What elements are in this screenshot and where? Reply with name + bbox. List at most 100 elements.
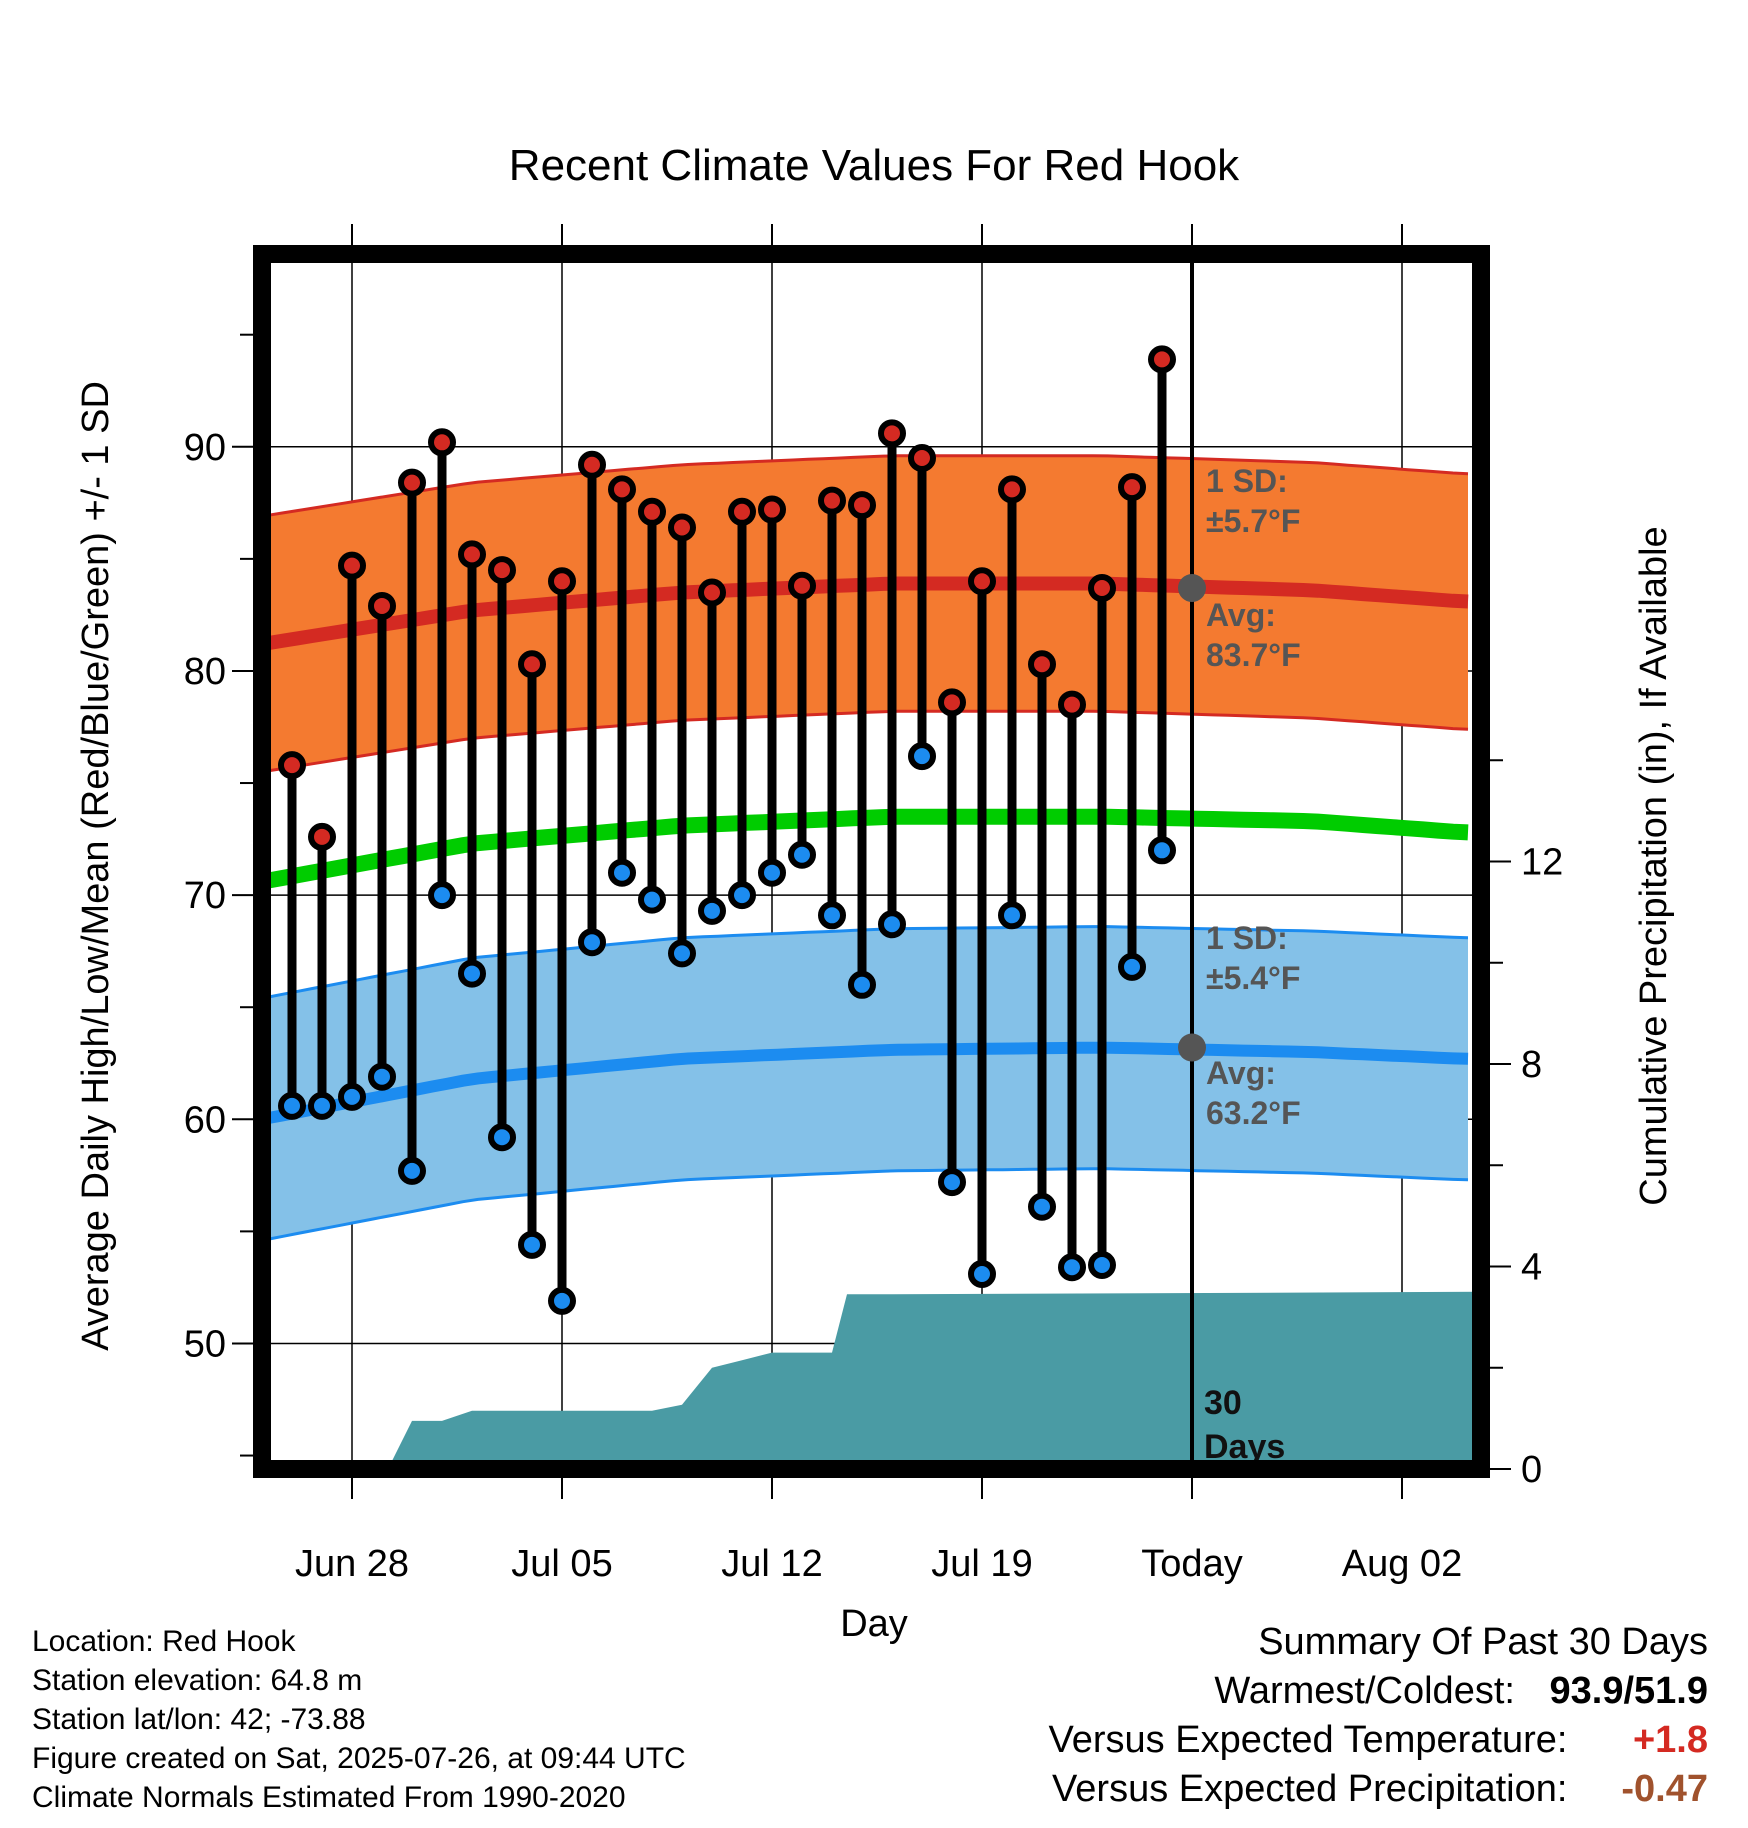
days-unit-label: Days <box>1204 1428 1285 1466</box>
warm-cold-label: Warmest/Coldest: <box>1214 1670 1515 1712</box>
daily-low-point <box>458 959 486 988</box>
daily-low-point <box>1058 1253 1086 1282</box>
x-tick-label: Jul 19 <box>931 1543 1032 1585</box>
daily-low-point <box>338 1082 366 1111</box>
daily-low-point <box>998 901 1026 930</box>
plot-area: 1 SD: ±5.7°F Avg: 83.7°F 1 SD: ±5.4°F Avg: 63.2… <box>262 254 1481 1469</box>
daily-high-point <box>758 495 786 524</box>
daily-low-point <box>1088 1251 1116 1280</box>
daily-high-point <box>548 567 576 596</box>
daily-high-point <box>368 591 396 620</box>
daily-high-point <box>278 751 306 780</box>
x-tick-label: Today <box>1141 1543 1242 1585</box>
location-text: Location: Red Hook <box>32 1625 296 1658</box>
summary-title: Summary Of Past 30 Days <box>1258 1621 1708 1663</box>
daily-high-point <box>728 497 756 526</box>
daily-low-point <box>968 1259 996 1288</box>
daily-high-point <box>638 497 666 526</box>
daily-high-point <box>788 571 816 600</box>
days-count-label: 30 <box>1204 1384 1242 1422</box>
daily-high-point <box>818 486 846 515</box>
daily-low-point <box>1118 952 1146 981</box>
y2-tick-label: 0 <box>1521 1449 1542 1491</box>
axes: 50 60 70 80 90 0 4 8 12 Jun 28 Jul 05 Jul 12 Jul 19 T… <box>184 224 1563 1585</box>
daily-low-point <box>518 1230 546 1259</box>
daily-low-point <box>728 881 756 910</box>
daily-low-point <box>308 1091 336 1120</box>
elevation-text: Station elevation: 64.8 m <box>32 1664 363 1697</box>
daily-low-point <box>1148 836 1176 865</box>
y-axis-label: Average Daily High/Low/Mean (Red/Blue/Gr… <box>75 381 117 1351</box>
daily-high-point <box>578 450 606 479</box>
y-tick-label: 90 <box>184 427 226 469</box>
daily-low-point <box>788 840 816 869</box>
daily-low-point <box>548 1286 576 1315</box>
daily-low-point <box>368 1062 396 1091</box>
daily-high-point <box>848 491 876 520</box>
x-tick-label: Jun 28 <box>295 1543 409 1585</box>
x-tick-label: Aug 02 <box>1342 1543 1462 1585</box>
low-avg-label: Avg: <box>1206 1055 1276 1091</box>
y2-tick-label: 12 <box>1521 842 1563 884</box>
daily-high-point <box>308 822 336 851</box>
daily-low-point <box>938 1168 966 1197</box>
temp-value: +1.8 <box>1632 1719 1708 1761</box>
normal-low-line <box>262 1041 1469 1125</box>
daily-high-point <box>998 475 1026 504</box>
normal-high-band-upper-edge <box>262 454 1469 518</box>
daily-low-point <box>878 910 906 939</box>
y2-tick-label: 8 <box>1521 1044 1542 1086</box>
summary-warm-cold: Warmest/Coldest: 93.9/51.9 <box>1049 1667 1708 1716</box>
daily-high-point <box>668 513 696 542</box>
daily-low-point <box>758 858 786 887</box>
daily-low-point <box>1028 1192 1056 1221</box>
low-sd-label: 1 SD: <box>1206 920 1288 956</box>
daily-high-point <box>1088 574 1116 603</box>
x-axis-label: Day <box>840 1603 908 1645</box>
daily-high-point <box>458 540 486 569</box>
daily-high-point <box>938 688 966 717</box>
daily-low-point <box>668 939 696 968</box>
daily-low-point <box>698 896 726 925</box>
y2-axis-label: Cumulative Precipitation (in), If Availa… <box>1633 526 1675 1205</box>
precip-value: -0.47 <box>1621 1768 1708 1810</box>
daily-low-point <box>578 928 606 957</box>
created-text: Figure created on Sat, 2025-07-26, at 09… <box>32 1742 686 1775</box>
plot-frame <box>253 245 1490 1478</box>
summary-panel: Summary Of Past 30 Days Warmest/Coldest:… <box>1049 1618 1708 1814</box>
y-tick-label: 60 <box>184 1099 226 1141</box>
daily-low-point <box>908 742 936 771</box>
temp-label: Versus Expected Temperature: <box>1048 1719 1568 1761</box>
daily-high-point <box>518 650 546 679</box>
daily-low-point <box>428 881 456 910</box>
daily-high-point <box>338 551 366 580</box>
daily-high-point <box>488 556 516 585</box>
cumulative-precip-area <box>262 1291 1480 1469</box>
daily-high-point <box>908 443 936 472</box>
normal-low-band-lower-edge <box>262 1167 1469 1242</box>
daily-low-point <box>638 885 666 914</box>
x-tick-label: Jul 05 <box>511 1543 612 1585</box>
daily-low-point <box>818 901 846 930</box>
daily-high-point <box>428 428 456 457</box>
summary-precip: Versus Expected Precipitation: -0.47 <box>1049 1765 1708 1814</box>
today-avg-high-marker <box>1178 574 1206 603</box>
y-tick-label: 70 <box>184 875 226 917</box>
daily-low-point <box>848 970 876 999</box>
daily-high-point <box>1028 650 1056 679</box>
summary-temp: Versus Expected Temperature: +1.8 <box>1049 1716 1708 1765</box>
today-avg-low-marker <box>1178 1033 1206 1062</box>
daily-high-point <box>398 468 426 497</box>
daily-high-point <box>878 419 906 448</box>
y2-tick-label: 4 <box>1521 1247 1542 1289</box>
high-sd-label: 1 SD: <box>1206 463 1288 499</box>
normals-text: Climate Normals Estimated From 1990-2020 <box>32 1781 626 1814</box>
x-tick-label: Jul 12 <box>721 1543 822 1585</box>
daily-high-point <box>968 567 996 596</box>
high-sd-value: ±5.7°F <box>1206 503 1300 539</box>
low-sd-value: ±5.4°F <box>1206 960 1300 996</box>
daily-high-point <box>698 578 726 607</box>
daily-high-point <box>1118 473 1146 502</box>
y-tick-label: 50 <box>184 1323 226 1365</box>
